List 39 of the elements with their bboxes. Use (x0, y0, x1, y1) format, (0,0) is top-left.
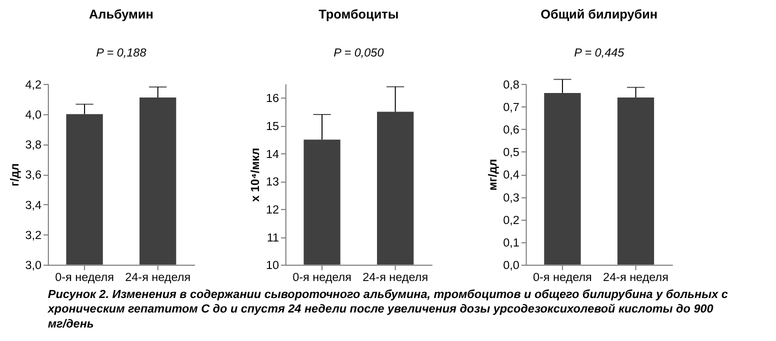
y-axis-title: мг/дл (486, 158, 500, 191)
y-tick-label: 3,4 (25, 198, 42, 212)
y-tick-label: 16 (266, 92, 280, 106)
y-tick-label: 0,4 (503, 168, 520, 182)
y-tick-label: 0,5 (503, 146, 520, 160)
y-tick-label: 12 (266, 204, 280, 217)
x-tick-label: 24-я неделя (603, 270, 668, 284)
y-tick-label: 0,8 (503, 78, 520, 92)
y-tick-label: 3,0 (25, 259, 42, 272)
x-tick-label: 24-я неделя (362, 270, 428, 284)
y-tick-label: 3,6 (25, 168, 42, 182)
y-tick-label: 0,6 (503, 124, 520, 137)
y-tick-label: 0,0 (503, 259, 520, 272)
chart-title: Тромбоциты (318, 7, 399, 22)
y-tick-label: 0,7 (503, 100, 520, 114)
text: Рисунок 2. Изменения в содержании сывороточного альбумина, тромбоцитов и общего билирубина у больных с хроническим гепатитом С до и спустя 24 недели после увеличения дозы урсодезоксихолевой кислоты до 900 мг/день (46, 288, 728, 330)
y-tick-label: 14 (266, 148, 280, 161)
x-tick-label: 0-я неделя (533, 270, 592, 284)
text: P = 0,445 (574, 46, 625, 60)
y-tick-label: 3,2 (25, 229, 42, 242)
y-axis-title: г/дл (8, 163, 22, 186)
y-tick-label: 11 (266, 231, 280, 244)
text: P = 0,050 (334, 46, 384, 60)
y-tick-label: 3,8 (25, 138, 42, 152)
y-tick-label: 13 (266, 176, 280, 189)
y-tick-label: 0,1 (503, 236, 520, 250)
x-tick-label: 0-я неделя (292, 270, 352, 284)
y-axis-title: x 10⁴/мкл (249, 148, 262, 202)
text: P = 0,188 (96, 46, 147, 60)
y-tick-label: 4,2 (25, 78, 42, 92)
x-tick-label: 24-я неделя (125, 270, 191, 284)
y-tick-label: 15 (266, 120, 280, 134)
y-tick-label: 0,3 (503, 191, 520, 204)
y-tick-label: 0,2 (503, 214, 520, 227)
chart-title: Альбумин (88, 7, 154, 22)
y-tick-label: 4,0 (25, 108, 42, 122)
y-tick-label: 10 (266, 259, 280, 272)
x-tick-label: 0-я неделя (55, 270, 114, 284)
chart-title: Общий билирубин (540, 7, 658, 22)
